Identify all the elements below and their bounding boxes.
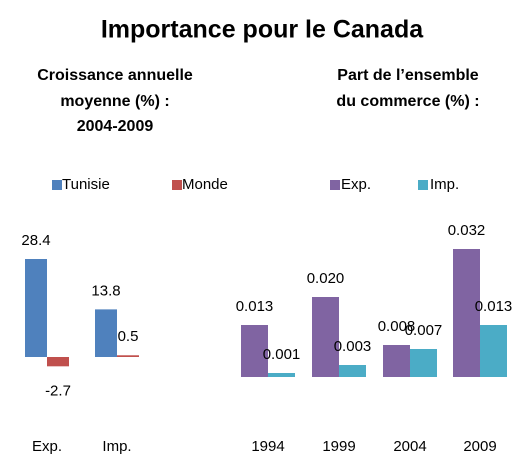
bar [95, 309, 117, 357]
bar [383, 345, 410, 377]
chart-title: Importance pour le Canada [101, 16, 424, 44]
x-tick-label: 1994 [251, 438, 284, 455]
chart-subtitle: moyenne (%) : [60, 93, 169, 110]
data-label: 28.4 [21, 232, 50, 249]
bar [339, 365, 366, 377]
data-label: 0.008 [378, 318, 416, 335]
data-label: 13.8 [91, 282, 120, 299]
x-tick-label: 1999 [322, 438, 355, 455]
legend-label: Imp. [430, 176, 459, 193]
x-tick-label: 2004 [393, 438, 426, 455]
bar [241, 325, 268, 377]
data-label: -2.7 [45, 382, 71, 399]
chart-subtitle: du commerce (%) : [336, 93, 479, 110]
bar [47, 357, 69, 367]
x-tick-label: Exp. [32, 438, 62, 455]
bar [410, 349, 437, 377]
legend-swatch [418, 180, 428, 190]
bar [117, 355, 139, 357]
legend-label: Exp. [341, 176, 371, 193]
chart-subtitle: 2004-2009 [77, 118, 154, 135]
legend-swatch [52, 180, 62, 190]
bar [312, 297, 339, 377]
chart-subtitle: Croissance annuelle [37, 67, 193, 84]
bar [453, 249, 480, 377]
data-label: 0.013 [236, 298, 274, 315]
data-label: 0.5 [118, 328, 139, 345]
x-tick-label: 2009 [463, 438, 496, 455]
chart-subtitle: Part de l’ensemble [337, 67, 478, 84]
bar [268, 373, 295, 377]
legend-label: Tunisie [62, 176, 110, 193]
data-label: 0.020 [307, 270, 345, 287]
data-label: 0.013 [475, 298, 513, 315]
data-label: 0.032 [448, 222, 486, 239]
legend-swatch [172, 180, 182, 190]
x-tick-label: Imp. [102, 438, 131, 455]
legend-swatch [330, 180, 340, 190]
bar [25, 259, 47, 357]
legend-label: Monde [182, 176, 228, 193]
data-label: 0.001 [263, 346, 301, 363]
bar [480, 325, 507, 377]
data-label: 0.003 [334, 338, 372, 355]
data-label: 0.007 [405, 322, 443, 339]
